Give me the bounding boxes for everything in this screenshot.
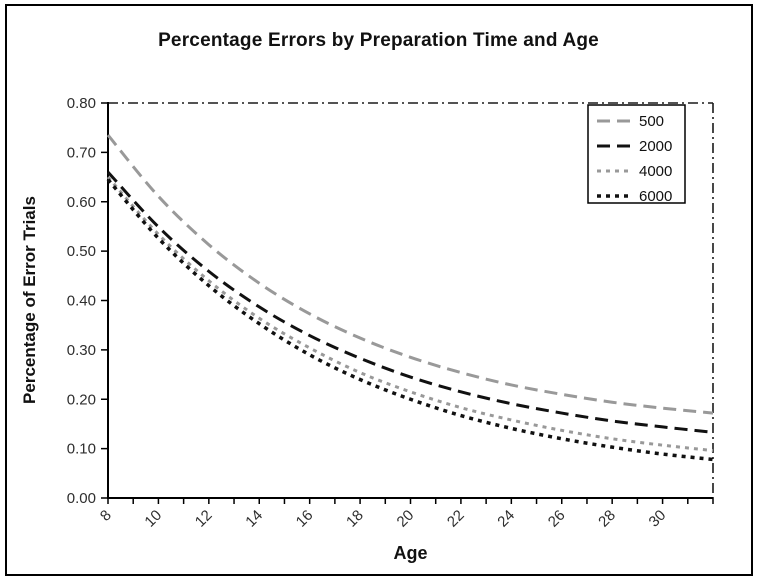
y-tick-label: 0.70 (67, 144, 96, 161)
x-tick-label: 8 (97, 507, 115, 525)
series-line-2000 (106, 171, 714, 434)
x-tick-label: 12 (192, 507, 216, 531)
y-tick-label: 0.20 (67, 391, 96, 408)
y-tick-label: 0.10 (67, 441, 96, 458)
legend-label-4000: 4000 (639, 163, 672, 180)
x-tick-label: 30 (646, 507, 670, 531)
y-tick-label: 0.60 (67, 194, 96, 211)
x-tick-label: 22 (444, 507, 468, 531)
x-tick-label: 10 (141, 507, 165, 531)
series-line-500 (106, 134, 714, 415)
x-axis-title: Age (393, 543, 428, 563)
x-tick-label: 28 (595, 507, 619, 531)
y-tick-label: 0.50 (67, 243, 96, 260)
x-tick-label: 14 (242, 507, 266, 531)
chart-title: Percentage Errors by Preparation Time an… (158, 30, 599, 51)
y-tick-label: 0.80 (67, 95, 96, 112)
x-tick-label: 16 (293, 507, 317, 531)
legend-label-500: 500 (639, 113, 664, 130)
y-tick-label: 0.30 (67, 342, 96, 359)
x-tick-label: 20 (394, 507, 418, 531)
series-line-4000 (106, 176, 714, 453)
x-tick-label: 18 (343, 507, 367, 531)
y-tick-label: 0.40 (67, 293, 96, 310)
y-tick-label: 0.00 (67, 490, 96, 507)
series-line-6000 (106, 178, 714, 462)
legend-label-6000: 6000 (639, 188, 672, 205)
legend-label-2000: 2000 (639, 138, 672, 155)
figure-border (5, 4, 753, 576)
x-tick-label: 26 (545, 507, 569, 531)
x-tick-label: 24 (494, 507, 518, 531)
